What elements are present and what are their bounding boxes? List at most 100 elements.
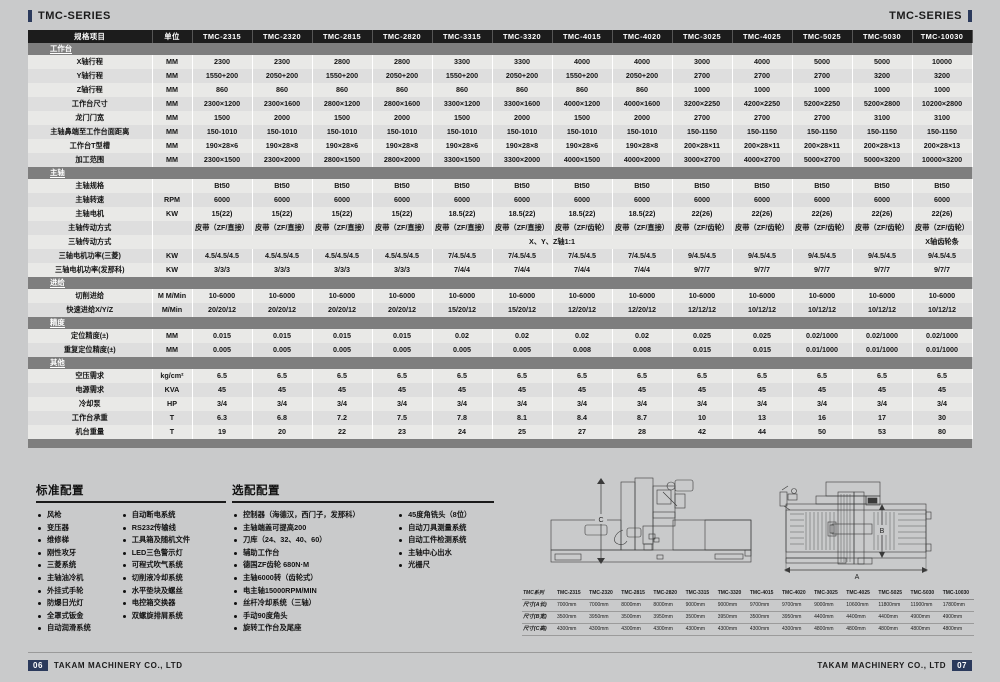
standard-config-item: 维修梯 bbox=[36, 534, 111, 547]
spec-table-head: 规格项目 单位 TMC-2315 TMC-2320 TMC-2815 TMC-2820 TM… bbox=[28, 30, 973, 43]
optional-config-title: 选配配置 bbox=[232, 485, 280, 497]
spec-cell: 20/20/12 bbox=[192, 303, 253, 317]
page-header: TMC-SERIES TMC-SERIES bbox=[0, 10, 1000, 28]
spec-cell: 3200 bbox=[912, 69, 973, 83]
spec-row-unit bbox=[152, 221, 193, 235]
spec-cell: 860 bbox=[312, 83, 373, 97]
spec-cell: 6.5 bbox=[552, 369, 613, 383]
dimension-cell: 4800mm bbox=[845, 623, 878, 636]
spec-row-unit: MM bbox=[152, 343, 193, 357]
spec-cell: 5000×3200 bbox=[852, 153, 913, 167]
spec-cell: 7/4.5/4.5 bbox=[612, 249, 673, 263]
spec-cell: 3/3/3 bbox=[252, 263, 313, 277]
spec-cell: 10-6000 bbox=[552, 289, 613, 303]
spec-cell: 17 bbox=[852, 411, 913, 425]
spec-cell: 3300 bbox=[432, 55, 493, 69]
spec-cell: 10000 bbox=[912, 55, 973, 69]
spec-row-unit: KW bbox=[152, 263, 193, 277]
spec-col-header-model: TMC-3315 bbox=[432, 30, 493, 43]
spec-cell: 7/4.5/4.5 bbox=[552, 249, 613, 263]
spec-cell: 3/4 bbox=[252, 397, 313, 411]
spec-cell: 80 bbox=[912, 425, 973, 439]
spec-cell: Bt50 bbox=[672, 179, 733, 193]
spec-cell: 皮带（ZF/直接） bbox=[312, 221, 373, 235]
spec-cell: 9/7/7 bbox=[672, 263, 733, 277]
header-tick-icon bbox=[28, 10, 32, 22]
spec-cell: 3000 bbox=[672, 55, 733, 69]
dimension-header-model: TMC-5030 bbox=[909, 588, 942, 600]
spec-cell: Bt50 bbox=[312, 179, 373, 193]
spec-cell: 860 bbox=[432, 83, 493, 97]
spec-cell: 22(26) bbox=[732, 207, 793, 221]
spec-cell: 6000 bbox=[372, 193, 433, 207]
dimension-cell: 3950mm bbox=[716, 611, 749, 624]
dimension-cell: 4300mm bbox=[780, 623, 814, 636]
machine-front-view-drawing: C C bbox=[545, 472, 760, 584]
spec-cell: 9/7/7 bbox=[852, 263, 913, 277]
spec-cell: Bt50 bbox=[432, 179, 493, 193]
spec-cell: 3/3/3 bbox=[372, 263, 433, 277]
spec-row-unit: MM bbox=[152, 97, 193, 111]
standard-config-title: 标准配置 bbox=[36, 485, 84, 497]
spec-cell: 3/4 bbox=[492, 397, 553, 411]
spec-cell: 1000 bbox=[672, 83, 733, 97]
spec-cell: 3/4 bbox=[612, 397, 673, 411]
spec-cell: 0.005 bbox=[492, 343, 553, 357]
spec-cell: 15(22) bbox=[372, 207, 433, 221]
spec-cell: 2300 bbox=[252, 55, 313, 69]
spec-cell: 24 bbox=[432, 425, 493, 439]
spec-data-row: 主轴规格 Bt50 Bt50 Bt50 Bt50 Bt50 Bt50 Bt50 Bt50 Bt50… bbox=[28, 179, 973, 193]
dimension-cell: 4900mm bbox=[941, 611, 974, 624]
spec-cell: 1500 bbox=[552, 111, 613, 125]
spec-col-header-unit: 单位 bbox=[152, 30, 193, 43]
dimension-table-wrapper: TMC系列 TMC-2315 TMC-2320 TMC-2815 TMC-2820 TMC… bbox=[522, 588, 974, 636]
spec-data-row: 机台重量 T 19 20 22 23 24 25 27 28 42 44 50 53 80 bbox=[28, 425, 973, 439]
dimension-cell: 4800mm bbox=[941, 623, 974, 636]
dimension-cell: 4300mm bbox=[748, 623, 781, 636]
spec-cell: 7/4.5/4.5 bbox=[492, 249, 553, 263]
spec-cell: 9/7/7 bbox=[792, 263, 853, 277]
spec-col-header-model: TMC-2315 bbox=[192, 30, 253, 43]
spec-cell: 2700 bbox=[732, 111, 793, 125]
spec-cell: 6.5 bbox=[492, 369, 553, 383]
dimension-cell: 3500mm bbox=[556, 611, 589, 624]
spec-cell: 7/4/4 bbox=[612, 263, 673, 277]
dimension-cell: 3500mm bbox=[620, 611, 653, 624]
spec-cell: 5000×2700 bbox=[792, 153, 853, 167]
spec-cell: 45 bbox=[612, 383, 673, 397]
dimension-cell: 4400mm bbox=[877, 611, 910, 624]
spec-cell: 7/4/4 bbox=[552, 263, 613, 277]
front-view-dim-c-text: C bbox=[598, 517, 603, 524]
dimension-cell: 3500mm bbox=[684, 611, 717, 624]
spec-cell: 6000 bbox=[492, 193, 553, 207]
spec-cell: 7.2 bbox=[312, 411, 373, 425]
spec-cell: 18.5(22) bbox=[612, 207, 673, 221]
spec-cell: 2300×1500 bbox=[192, 153, 253, 167]
spec-row-label: X轴行程 bbox=[28, 55, 153, 69]
spec-cell: 3/4 bbox=[372, 397, 433, 411]
optional-config-item: 主轴6000转（齿轮式） bbox=[232, 572, 387, 585]
spec-cell: 45 bbox=[192, 383, 253, 397]
spec-cell: 190×28×6 bbox=[552, 139, 613, 153]
spec-group-label: 其他 bbox=[50, 358, 65, 368]
spec-row-label: 主轴鼻端至工作台面距离 bbox=[28, 125, 153, 139]
spec-cell: Bt50 bbox=[732, 179, 793, 193]
dimension-row-label: 尺寸(B宽) bbox=[522, 611, 556, 624]
spec-cell: Bt50 bbox=[612, 179, 673, 193]
optional-config-list-1: 控制器（海德汉，西门子，发那科） 主轴端盖可提高200 刀库（24、32、40、60… bbox=[232, 509, 387, 635]
footer-right-page-number: 07 bbox=[952, 660, 972, 671]
spec-cell: 5200×2800 bbox=[852, 97, 913, 111]
specification-table: 规格项目 单位 TMC-2315 TMC-2320 TMC-2815 TMC-2820 TM… bbox=[28, 30, 973, 448]
spec-cell: 10200×2800 bbox=[912, 97, 973, 111]
spec-row-label: 三轴传动方式 bbox=[28, 235, 153, 249]
spec-cell: 6000 bbox=[432, 193, 493, 207]
spec-cell: 9/7/7 bbox=[732, 263, 793, 277]
spec-data-row: 三轴电机功率(三菱) KW 4.5/4.5/4.5 4.5/4.5/4.5 4.5/4.… bbox=[28, 249, 973, 263]
dimension-row: 尺寸(C高) 4300mm 4300mm 4300mm 4300mm 4300mm 4300… bbox=[522, 623, 974, 636]
spec-cell: 9/4.5/4.5 bbox=[912, 249, 973, 263]
spec-row-label: 工作台T型槽 bbox=[28, 139, 153, 153]
spec-cell: 200×28×11 bbox=[792, 139, 853, 153]
spec-cell: 9/7/7 bbox=[912, 263, 973, 277]
spec-cell: 3300×1600 bbox=[492, 97, 553, 111]
spec-data-row: 主轴转速 RPM 6000 6000 6000 6000 6000 6000 6000 6000 6… bbox=[28, 193, 973, 207]
